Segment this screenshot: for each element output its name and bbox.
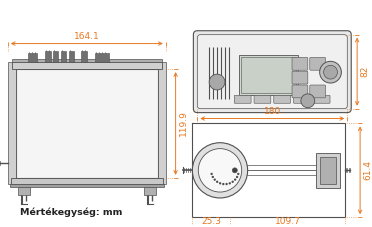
Bar (316, 153, 340, 188)
Bar (10, 184, 164, 187)
Text: 109.7: 109.7 (275, 217, 301, 226)
Circle shape (211, 173, 213, 175)
Bar (95, 53, 109, 62)
Circle shape (236, 176, 238, 178)
Text: 119.9: 119.9 (179, 111, 187, 136)
FancyBboxPatch shape (292, 85, 308, 98)
Text: 25.3: 25.3 (201, 217, 221, 226)
FancyBboxPatch shape (292, 57, 308, 70)
Bar (28, 53, 38, 62)
Circle shape (301, 94, 315, 108)
Circle shape (237, 173, 240, 175)
FancyBboxPatch shape (294, 95, 310, 103)
FancyBboxPatch shape (234, 95, 251, 103)
Bar (69, 52, 74, 62)
Bar (18, 187, 30, 195)
Circle shape (234, 178, 236, 181)
Bar (53, 52, 58, 62)
Circle shape (216, 181, 218, 183)
Circle shape (231, 181, 234, 183)
FancyBboxPatch shape (274, 95, 291, 103)
Bar (239, 55, 298, 95)
FancyBboxPatch shape (292, 71, 308, 84)
Circle shape (198, 149, 242, 192)
Circle shape (192, 143, 248, 198)
Text: Mértékegység: mm: Mértékegység: mm (20, 207, 122, 217)
Text: 180: 180 (264, 107, 281, 116)
Bar (61, 52, 66, 62)
Bar (320, 157, 336, 184)
Bar (241, 57, 296, 93)
Circle shape (222, 183, 224, 185)
Circle shape (214, 178, 216, 181)
FancyBboxPatch shape (310, 85, 326, 98)
Bar (81, 52, 87, 62)
Bar (8, 62, 16, 184)
Bar (158, 62, 166, 184)
Circle shape (225, 183, 228, 185)
Bar (12, 59, 162, 62)
Circle shape (209, 74, 225, 90)
Bar (11, 178, 163, 184)
FancyBboxPatch shape (197, 35, 347, 109)
Bar (16, 69, 158, 178)
FancyBboxPatch shape (313, 95, 330, 103)
Circle shape (212, 176, 214, 178)
Bar (144, 187, 156, 195)
FancyBboxPatch shape (193, 31, 351, 113)
Circle shape (320, 61, 341, 83)
Bar (45, 52, 51, 62)
Text: 61.4: 61.4 (363, 160, 372, 180)
Text: 82: 82 (360, 66, 369, 77)
Bar (12, 62, 162, 69)
Circle shape (219, 182, 221, 185)
FancyBboxPatch shape (310, 57, 326, 70)
Circle shape (232, 168, 237, 173)
Text: 164.1: 164.1 (74, 32, 100, 41)
Circle shape (228, 182, 231, 185)
Circle shape (324, 65, 337, 79)
FancyBboxPatch shape (254, 95, 271, 103)
